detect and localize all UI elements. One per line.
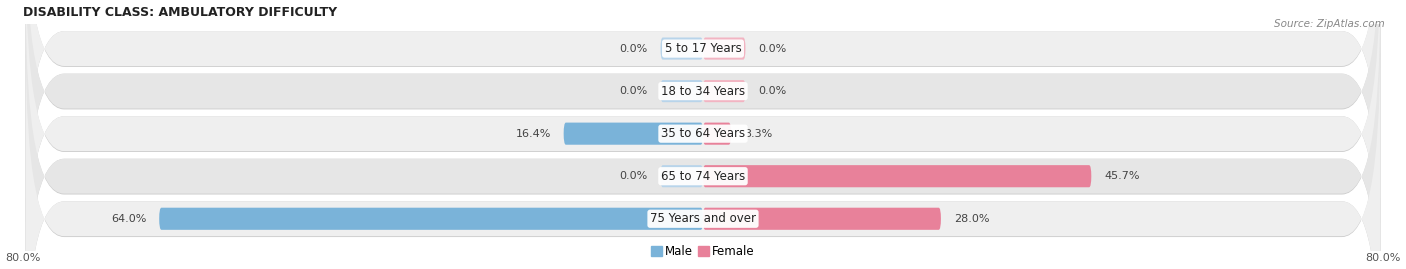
Text: 75 Years and over: 75 Years and over	[650, 212, 756, 225]
FancyBboxPatch shape	[25, 0, 1381, 269]
FancyBboxPatch shape	[661, 37, 703, 60]
Text: 0.0%: 0.0%	[620, 86, 648, 96]
FancyBboxPatch shape	[25, 0, 1381, 265]
Text: 3.3%: 3.3%	[744, 129, 772, 139]
FancyBboxPatch shape	[703, 208, 941, 230]
FancyBboxPatch shape	[25, 45, 1381, 269]
FancyBboxPatch shape	[25, 45, 1381, 269]
Text: 0.0%: 0.0%	[758, 44, 786, 54]
FancyBboxPatch shape	[564, 123, 703, 145]
Text: 0.0%: 0.0%	[620, 44, 648, 54]
Text: 45.7%: 45.7%	[1104, 171, 1139, 181]
Text: 65 to 74 Years: 65 to 74 Years	[661, 170, 745, 183]
FancyBboxPatch shape	[703, 165, 1091, 187]
FancyBboxPatch shape	[703, 80, 745, 102]
Text: 0.0%: 0.0%	[620, 171, 648, 181]
Text: 64.0%: 64.0%	[111, 214, 146, 224]
FancyBboxPatch shape	[703, 123, 731, 145]
Text: 35 to 64 Years: 35 to 64 Years	[661, 127, 745, 140]
Text: 16.4%: 16.4%	[516, 129, 551, 139]
FancyBboxPatch shape	[25, 0, 1381, 265]
Legend: Male, Female: Male, Female	[647, 240, 759, 263]
Text: 5 to 17 Years: 5 to 17 Years	[665, 42, 741, 55]
Text: DISABILITY CLASS: AMBULATORY DIFFICULTY: DISABILITY CLASS: AMBULATORY DIFFICULTY	[24, 6, 337, 19]
FancyBboxPatch shape	[25, 0, 1381, 222]
FancyBboxPatch shape	[25, 0, 1381, 222]
Text: 0.0%: 0.0%	[758, 86, 786, 96]
FancyBboxPatch shape	[25, 0, 1381, 269]
FancyBboxPatch shape	[703, 37, 745, 60]
FancyBboxPatch shape	[25, 2, 1381, 269]
Text: Source: ZipAtlas.com: Source: ZipAtlas.com	[1274, 19, 1385, 29]
Text: 28.0%: 28.0%	[953, 214, 990, 224]
FancyBboxPatch shape	[159, 208, 703, 230]
Text: 18 to 34 Years: 18 to 34 Years	[661, 85, 745, 98]
FancyBboxPatch shape	[661, 80, 703, 102]
FancyBboxPatch shape	[661, 165, 703, 187]
FancyBboxPatch shape	[25, 3, 1381, 269]
